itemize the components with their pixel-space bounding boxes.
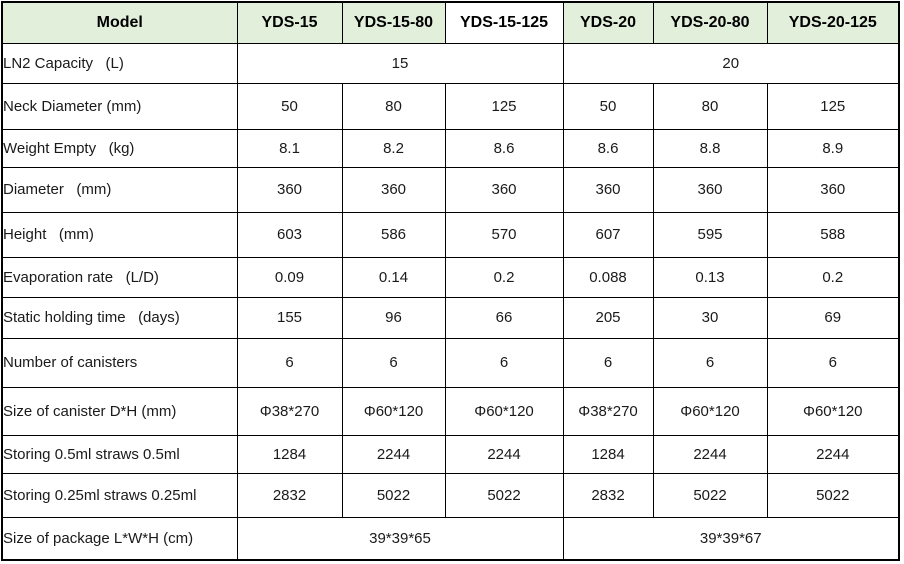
- header-cell-yds-15-125: YDS-15-125: [444, 1, 564, 44]
- table-row-neck-diameter: Neck Diameter (mm) 50 80 125 50 80 125: [1, 82, 900, 130]
- value-cell: 155: [236, 296, 343, 339]
- value-cell: 50: [236, 82, 343, 130]
- value-cell: 8.6: [562, 128, 654, 168]
- value-cell: 2244: [444, 434, 564, 474]
- value-cell: 1284: [236, 434, 343, 474]
- value-cell: Φ38*270: [562, 386, 654, 436]
- value-cell: 80: [341, 82, 446, 130]
- value-cell: 6: [444, 337, 564, 388]
- header-cell-yds-20-80: YDS-20-80: [652, 1, 768, 44]
- value-cell: Φ60*120: [341, 386, 446, 436]
- value-cell: 2244: [341, 434, 446, 474]
- row-label: Static holding time (days): [1, 296, 238, 339]
- value-cell: 205: [562, 296, 654, 339]
- value-cell: 603: [236, 211, 343, 258]
- table-row-weight-empty: Weight Empty (kg) 8.1 8.2 8.6 8.6 8.8 8.…: [1, 128, 900, 168]
- value-cell: Φ60*120: [766, 386, 900, 436]
- row-label: Storing 0.5ml straws 0.5ml: [1, 434, 238, 474]
- value-cell: 2832: [236, 472, 343, 518]
- value-cell: Φ60*120: [652, 386, 768, 436]
- header-cell-yds-20-125: YDS-20-125: [766, 1, 900, 44]
- row-label: Size of canister D*H (mm): [1, 386, 238, 436]
- table-row-ln2-capacity: LN2 Capacity (L) 15 20: [1, 42, 900, 84]
- value-cell: 69: [766, 296, 900, 339]
- value-cell: 96: [341, 296, 446, 339]
- value-cell: 6: [766, 337, 900, 388]
- value-cell: 50: [562, 82, 654, 130]
- row-label: Height (mm): [1, 211, 238, 258]
- value-cell: 6: [341, 337, 446, 388]
- value-cell: 0.088: [562, 256, 654, 298]
- value-cell: 80: [652, 82, 768, 130]
- value-cell: 595: [652, 211, 768, 258]
- row-label: LN2 Capacity (L): [1, 42, 238, 84]
- table-row-storing-025ml: Storing 0.25ml straws 0.25ml 2832 5022 5…: [1, 472, 900, 518]
- value-cell: 360: [562, 166, 654, 213]
- header-row: Model YDS-15 YDS-15-80 YDS-15-125 YDS-20…: [1, 1, 900, 44]
- row-label: Weight Empty (kg): [1, 128, 238, 168]
- table-row-size-of-package: Size of package L*W*H (cm) 39*39*65 39*3…: [1, 516, 900, 561]
- value-cell: 8.8: [652, 128, 768, 168]
- value-cell: 360: [444, 166, 564, 213]
- value-cell: 570: [444, 211, 564, 258]
- value-cell: 5022: [766, 472, 900, 518]
- header-cell-yds-20: YDS-20: [562, 1, 654, 44]
- value-cell: 360: [652, 166, 768, 213]
- value-cell: 5022: [341, 472, 446, 518]
- value-cell: 8.6: [444, 128, 564, 168]
- value-cell: 0.13: [652, 256, 768, 298]
- value-cell: 5022: [444, 472, 564, 518]
- value-cell: 6: [562, 337, 654, 388]
- value-cell: Φ60*120: [444, 386, 564, 436]
- value-cell: 586: [341, 211, 446, 258]
- table-row-diameter: Diameter (mm) 360 360 360 360 360 360: [1, 166, 900, 213]
- merged-value-cell: 20: [562, 42, 900, 84]
- header-cell-model: Model: [1, 1, 238, 44]
- value-cell: 607: [562, 211, 654, 258]
- value-cell: 8.2: [341, 128, 446, 168]
- value-cell: Φ38*270: [236, 386, 343, 436]
- merged-value-cell: 39*39*67: [562, 516, 900, 561]
- table-row-number-of-canisters: Number of canisters 6 6 6 6 6 6: [1, 337, 900, 388]
- row-label: Evaporation rate (L/D): [1, 256, 238, 298]
- value-cell: 6: [652, 337, 768, 388]
- table-row-static-holding-time: Static holding time (days) 155 96 66 205…: [1, 296, 900, 339]
- merged-value-cell: 39*39*65: [236, 516, 564, 561]
- value-cell: 6: [236, 337, 343, 388]
- value-cell: 2244: [766, 434, 900, 474]
- table-row-size-of-canister: Size of canister D*H (mm) Φ38*270 Φ60*12…: [1, 386, 900, 436]
- header-cell-yds-15-80: YDS-15-80: [341, 1, 446, 44]
- table-row-height: Height (mm) 603 586 570 607 595 588: [1, 211, 900, 258]
- value-cell: 1284: [562, 434, 654, 474]
- value-cell: 125: [444, 82, 564, 130]
- value-cell: 360: [766, 166, 900, 213]
- table-row-storing-05ml: Storing 0.5ml straws 0.5ml 1284 2244 224…: [1, 434, 900, 474]
- value-cell: 588: [766, 211, 900, 258]
- table-row-evaporation-rate: Evaporation rate (L/D) 0.09 0.14 0.2 0.0…: [1, 256, 900, 298]
- value-cell: 360: [236, 166, 343, 213]
- value-cell: 2244: [652, 434, 768, 474]
- value-cell: 0.2: [444, 256, 564, 298]
- value-cell: 5022: [652, 472, 768, 518]
- row-label: Neck Diameter (mm): [1, 82, 238, 130]
- value-cell: 0.14: [341, 256, 446, 298]
- value-cell: 360: [341, 166, 446, 213]
- row-label: Number of canisters: [1, 337, 238, 388]
- value-cell: 2832: [562, 472, 654, 518]
- value-cell: 8.1: [236, 128, 343, 168]
- value-cell: 0.09: [236, 256, 343, 298]
- value-cell: 125: [766, 82, 900, 130]
- merged-value-cell: 15: [236, 42, 564, 84]
- row-label: Storing 0.25ml straws 0.25ml: [1, 472, 238, 518]
- value-cell: 66: [444, 296, 564, 339]
- value-cell: 30: [652, 296, 768, 339]
- value-cell: 0.2: [766, 256, 900, 298]
- row-label: Diameter (mm): [1, 166, 238, 213]
- value-cell: 8.9: [766, 128, 900, 168]
- header-cell-yds-15: YDS-15: [236, 1, 343, 44]
- row-label: Size of package L*W*H (cm): [1, 516, 238, 561]
